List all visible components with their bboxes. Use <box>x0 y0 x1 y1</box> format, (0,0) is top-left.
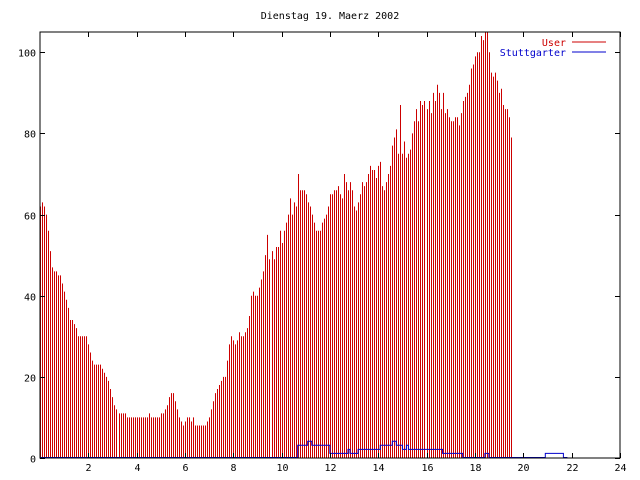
x-tick-label: 14 <box>372 463 384 474</box>
y-tick-label: 40 <box>24 293 36 304</box>
chart-title: Dienstag 19. Maerz 2002 <box>261 11 399 22</box>
y-tick-label: 0 <box>30 455 36 466</box>
x-tick-label: 18 <box>469 463 481 474</box>
x-tick-label: 20 <box>517 463 529 474</box>
x-tick-label: 12 <box>324 463 336 474</box>
y-tick-label: 60 <box>24 212 36 223</box>
x-tick-label: 16 <box>421 463 433 474</box>
legend: User Stuttgarter <box>500 38 606 59</box>
x-tick-label: 6 <box>182 463 188 474</box>
y-axis: 0 20 40 60 80 100 <box>18 49 620 466</box>
user-series-bars <box>40 32 512 458</box>
x-tick-label: 4 <box>134 463 140 474</box>
legend-label-user: User <box>542 38 566 49</box>
y-tick-label: 80 <box>24 130 36 141</box>
x-tick-label: 10 <box>276 463 288 474</box>
legend-label-stuttgarter: Stuttgarter <box>500 48 566 59</box>
x-axis: 2 4 6 8 10 12 14 16 18 20 22 24 <box>85 32 627 474</box>
x-tick-label: 8 <box>230 463 236 474</box>
x-tick-label: 2 <box>85 463 91 474</box>
x-tick-label: 22 <box>566 463 578 474</box>
y-tick-label: 100 <box>18 49 36 60</box>
y-tick-label: 20 <box>24 374 36 385</box>
x-tick-label: 24 <box>614 463 626 474</box>
